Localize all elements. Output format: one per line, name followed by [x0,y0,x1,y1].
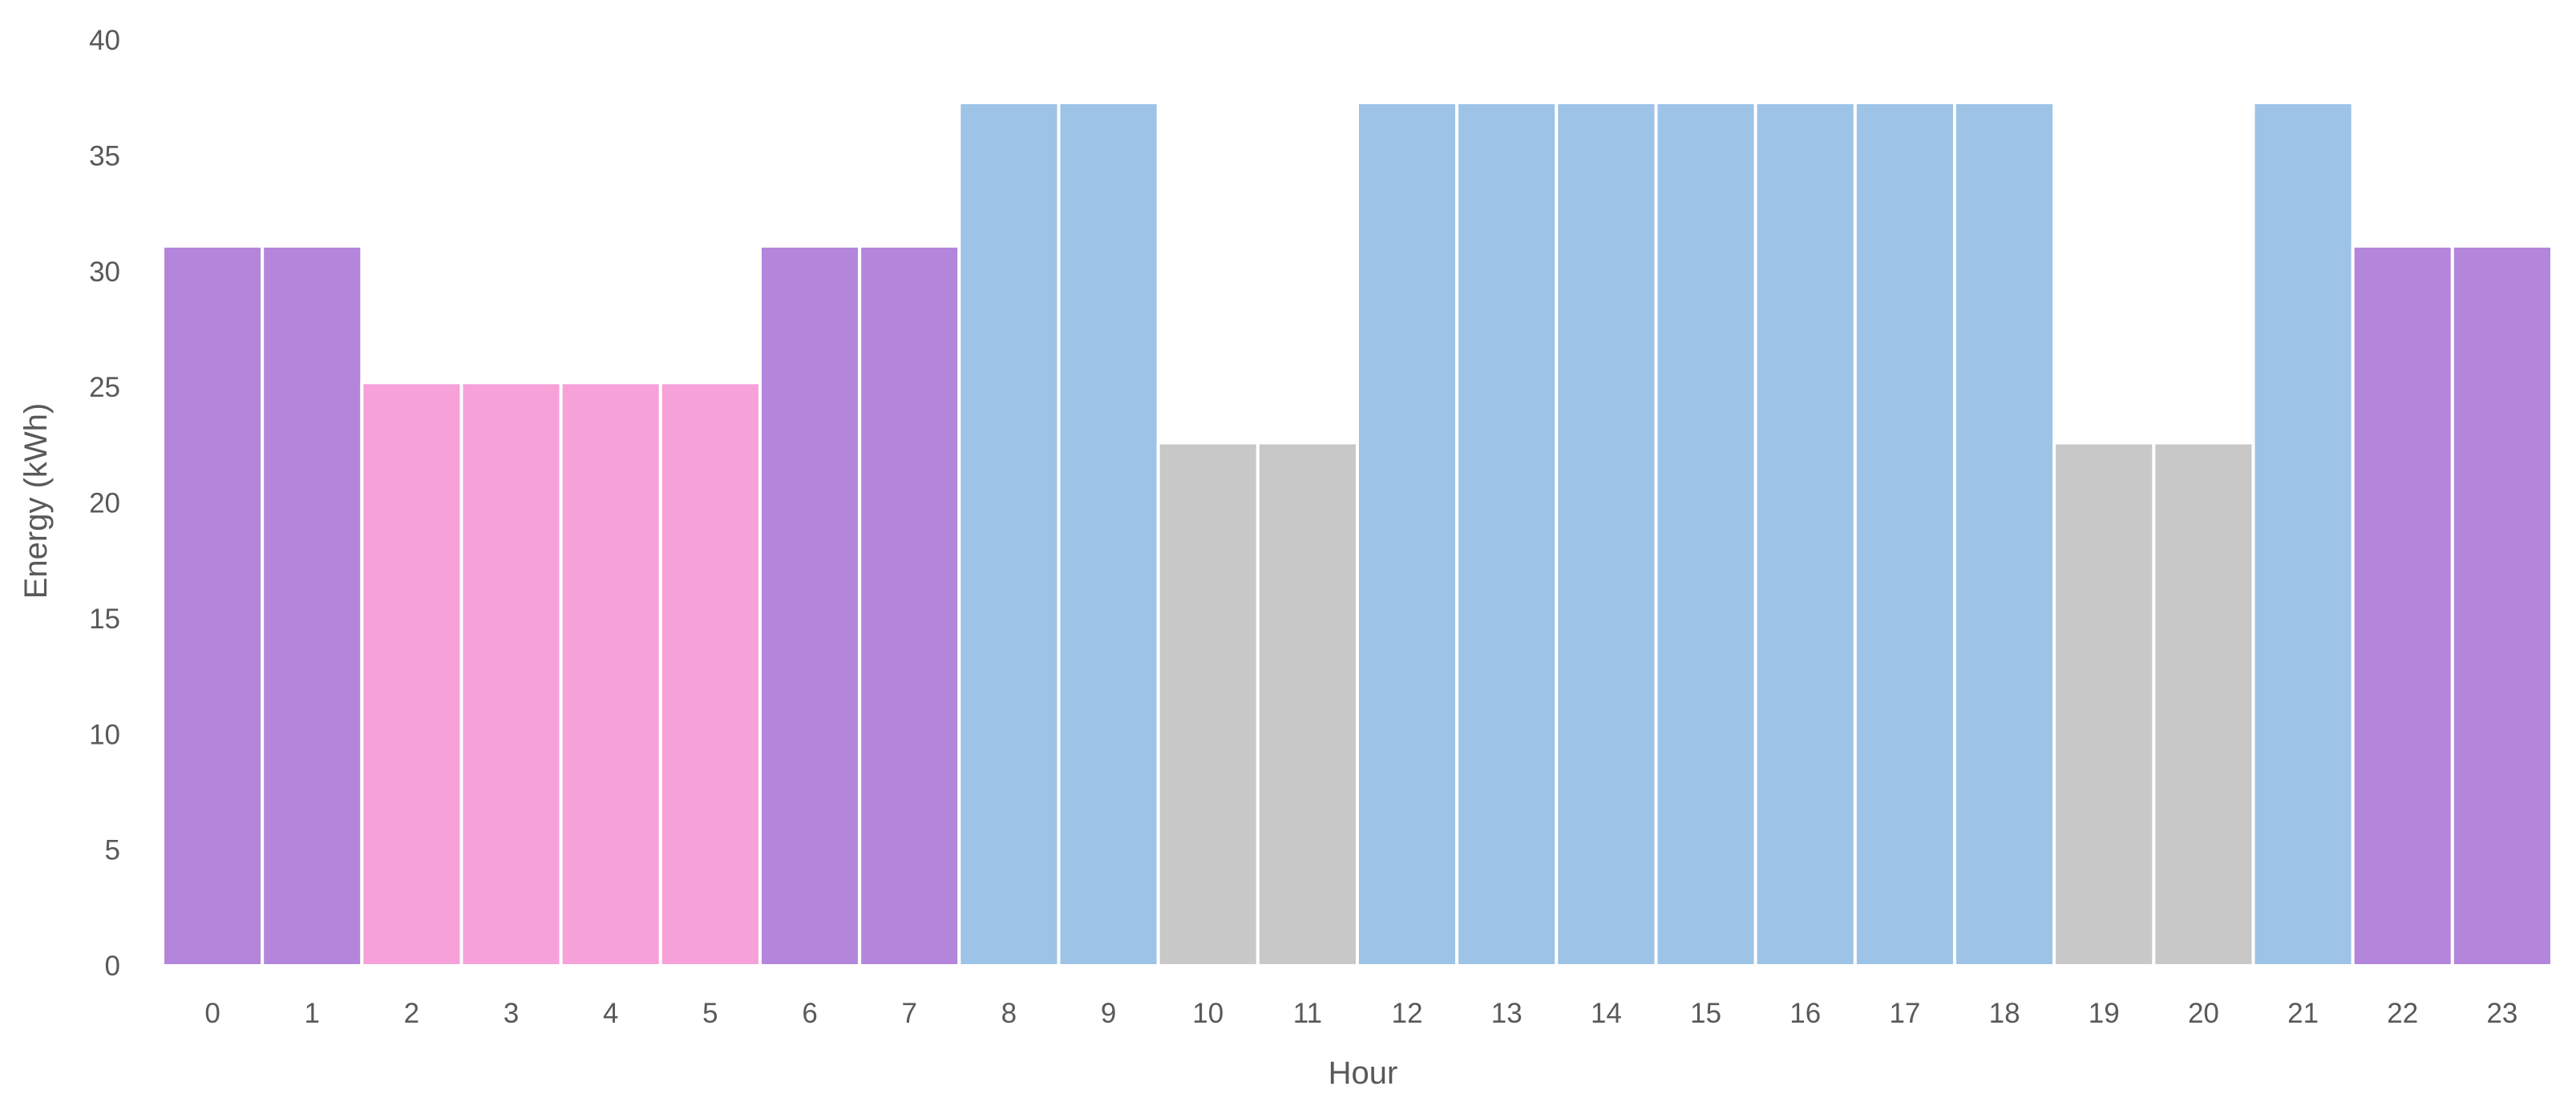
bar-hour-3 [459,381,563,968]
y-axis-title: Energy (kWh) [18,403,54,599]
bar-hour-1 [261,244,364,967]
x-tick-label: 2 [404,998,419,1029]
y-tick-label: 25 [89,372,120,403]
x-tick-label: 1 [305,998,320,1029]
x-tick-label: 8 [1001,998,1017,1029]
x-tick-label: 14 [1591,998,1622,1029]
y-tick-label: 5 [105,835,120,866]
x-tick-label: 19 [2089,998,2120,1029]
x-tick-label: 3 [503,998,519,1029]
x-tick-label: 11 [1293,998,1322,1029]
bar-hour-6 [758,244,862,967]
bar-hour-14 [1555,100,1658,968]
y-tick-label: 0 [105,951,120,982]
x-tick-label: 12 [1392,998,1423,1029]
x-tick-label: 0 [204,998,220,1029]
bar-hour-23 [2450,244,2554,967]
bar-hour-11 [1256,441,1359,967]
x-axis-ticks: 0 1 2 3 4 5 6 7 8 9 10 11 12 13 14 15 16 17 18 19 20 21 22 23 [204,998,2517,1029]
x-tick-label: 20 [2188,998,2219,1029]
x-tick-label: 18 [1989,998,2020,1029]
bar-hour-12 [1356,100,1459,968]
y-tick-label: 10 [89,719,120,750]
bar-hour-2 [360,381,463,968]
bar-hour-22 [2351,244,2454,967]
bar-hour-13 [1455,100,1559,968]
bar-hour-9 [1057,100,1160,968]
x-tick-label: 5 [702,998,718,1029]
x-tick-label: 9 [1101,998,1116,1029]
bars-layer [161,100,2554,968]
bar-hour-4 [559,381,662,968]
x-tick-label: 23 [2486,998,2517,1029]
y-tick-label: 15 [89,603,120,635]
bar-hour-18 [1953,100,2056,968]
bar-hour-8 [957,100,1061,968]
x-tick-label: 17 [1889,998,1920,1029]
x-tick-label: 13 [1491,998,1523,1029]
bar-hour-17 [1853,100,1957,968]
y-tick-label: 40 [89,25,120,56]
x-tick-label: 7 [902,998,917,1029]
y-tick-label: 35 [89,140,120,172]
x-axis-title: Hour [1328,1056,1398,1091]
x-tick-label: 4 [603,998,618,1029]
bar-hour-16 [1753,100,1857,968]
x-tick-label: 10 [1192,998,1223,1029]
x-tick-label: 15 [1690,998,1721,1029]
bar-hour-21 [2251,100,2355,968]
x-tick-label: 16 [1789,998,1821,1029]
bar-hour-7 [858,244,961,967]
bar-hour-10 [1156,441,1260,967]
bar-hour-5 [658,381,762,968]
bar-hour-15 [1654,100,1757,968]
bar-hour-0 [161,244,265,967]
bar-hour-20 [2152,441,2255,967]
x-tick-label: 6 [802,998,817,1029]
bar-hour-19 [2052,441,2156,967]
y-tick-label: 20 [89,488,120,519]
y-axis-ticks: 0 5 10 15 20 25 30 35 40 [89,25,120,982]
y-tick-label: 30 [89,256,120,288]
x-tick-label: 22 [2387,998,2418,1029]
x-tick-label: 21 [2287,998,2319,1029]
